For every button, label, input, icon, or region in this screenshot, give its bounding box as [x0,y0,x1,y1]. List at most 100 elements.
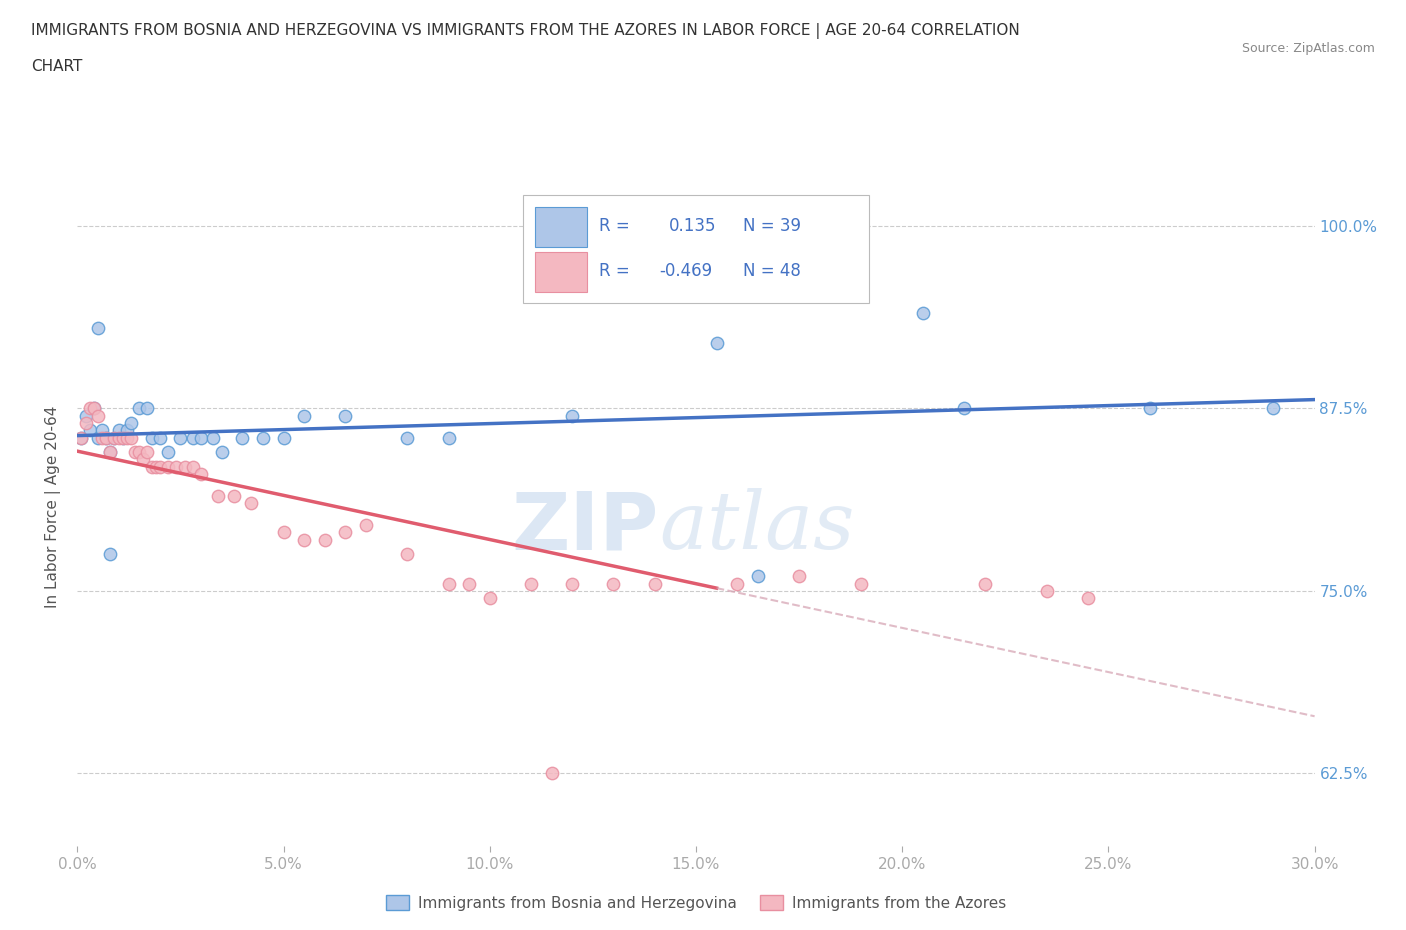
Point [437,430,460,445]
Point [202,430,225,445]
Point [1077,591,1099,605]
Point [561,576,583,591]
Point [128,445,150,459]
Point [602,576,624,591]
Point [83,401,105,416]
Point [239,496,262,511]
Point [141,459,163,474]
Point [1035,583,1057,598]
Point [173,459,195,474]
Point [520,576,543,591]
Point [91,430,114,445]
Point [87,321,110,336]
Point [115,430,138,445]
Point [169,430,191,445]
Point [96,430,118,445]
Point [335,525,357,539]
Text: N = 39: N = 39 [742,218,801,235]
Point [120,430,142,445]
Point [107,423,129,438]
Point [157,459,180,474]
Text: R =: R = [599,218,630,235]
Point [231,430,253,445]
Point [120,416,142,431]
Text: atlas: atlas [659,488,855,566]
Legend: Immigrants from Bosnia and Herzegovina, Immigrants from the Azores: Immigrants from Bosnia and Herzegovina, … [380,888,1012,917]
Point [458,576,481,591]
Point [953,401,976,416]
Point [75,408,97,423]
Point [335,408,357,423]
Text: IMMIGRANTS FROM BOSNIA AND HERZEGOVINA VS IMMIGRANTS FROM THE AZORES IN LABOR FO: IMMIGRANTS FROM BOSNIA AND HERZEGOVINA V… [31,23,1019,39]
Point [747,569,769,584]
Point [725,576,748,591]
Point [354,518,377,533]
Point [132,452,155,467]
FancyBboxPatch shape [523,194,869,303]
Point [787,569,810,584]
Point [136,445,159,459]
Point [190,467,212,482]
Point [87,430,110,445]
Point [111,430,134,445]
Point [87,408,110,423]
Point [107,430,129,445]
Point [292,532,315,547]
Point [157,445,180,459]
Point [128,401,150,416]
FancyBboxPatch shape [536,252,588,292]
Point [149,459,172,474]
Point [181,459,204,474]
Point [136,401,159,416]
Point [911,306,934,321]
Text: -0.469: -0.469 [659,262,711,280]
Point [141,430,163,445]
Point [314,532,336,547]
Point [273,430,295,445]
Text: 0.135: 0.135 [669,218,716,235]
Point [98,445,121,459]
Point [91,423,114,438]
Point [396,547,419,562]
Point [973,576,995,591]
Point [70,430,93,445]
Point [98,445,121,459]
Point [561,408,583,423]
Point [437,576,460,591]
Y-axis label: In Labor Force | Age 20-64: In Labor Force | Age 20-64 [45,405,62,608]
Point [1139,401,1161,416]
Point [103,430,125,445]
Point [79,423,101,438]
Point [478,591,501,605]
Point [644,576,666,591]
Point [165,459,187,474]
Text: R =: R = [599,262,630,280]
Point [190,430,212,445]
FancyBboxPatch shape [536,206,588,246]
Point [292,408,315,423]
Point [96,430,118,445]
Text: Source: ZipAtlas.com: Source: ZipAtlas.com [1241,42,1375,55]
Point [1263,401,1285,416]
Point [540,766,562,781]
Point [79,401,101,416]
Point [211,445,233,459]
Point [149,430,172,445]
Point [207,488,229,503]
Text: N = 48: N = 48 [742,262,801,280]
Point [396,430,419,445]
Point [252,430,274,445]
Point [706,335,728,350]
Point [181,430,204,445]
Point [111,430,134,445]
Point [849,576,872,591]
Point [75,416,97,431]
Point [103,430,125,445]
Text: ZIP: ZIP [512,488,659,566]
Point [273,525,295,539]
Point [124,445,146,459]
Point [98,547,121,562]
Text: CHART: CHART [31,59,83,73]
Point [83,401,105,416]
Point [222,488,245,503]
